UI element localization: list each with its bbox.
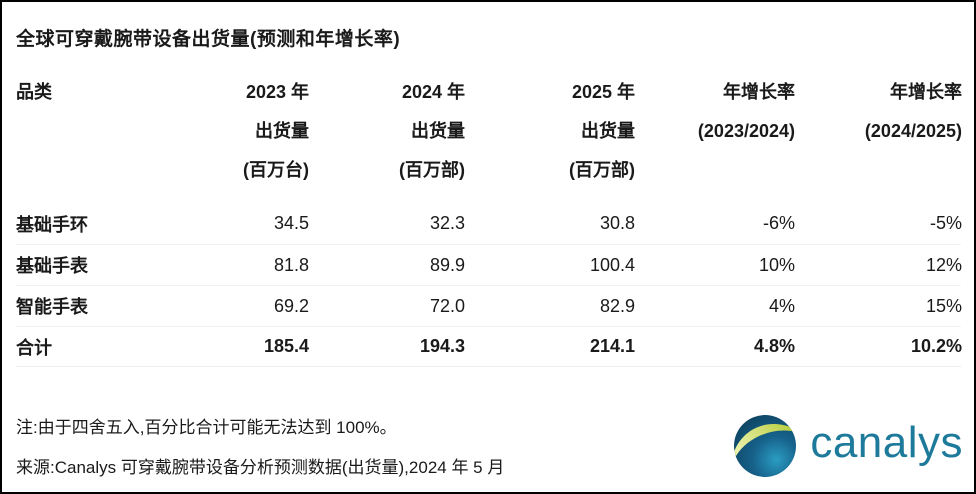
row-category: 智能手表 [16,297,88,317]
globe-swoosh [734,424,794,456]
cell-value: 69.2 [273,295,309,316]
table-header-row: 品类 2023 年 出货量 (百万台) 2024 年 出货量 (百万部) 202… [16,73,962,190]
canalys-logo: canalys [733,414,963,478]
cell-value: 30.8 [599,213,635,233]
cell-value: 15% [925,295,962,316]
header-2025-shipments: 2025 年 出货量 (百万部) [569,82,635,180]
footnote: 注:由于四舍五入,百分比合计可能无法达到 100%。 [16,418,397,437]
page-title: 全球可穿戴腕带设备出货量(预测和年增长率) [16,29,401,50]
header-growth-2024-2025: 年增长率 (2024/2025) [864,82,962,141]
cell-value: 32.3 [429,213,465,233]
cell-value: -6% [762,213,795,233]
total-value: 4.8% [753,336,795,356]
shipments-table: 品类 2023 年 出货量 (百万台) 2024 年 出货量 (百万部) 202… [16,73,962,367]
table-total-row: 合计 185.4 194.3 214.1 4.8% 10.2% [16,326,962,367]
table-row-basic-watch: 基础手表 81.8 89.9 100.4 10% 12% [16,244,962,285]
table-body: 基础手环 34.5 32.3 30.8 -6% -5% 基础手表 81.8 89… [16,203,962,367]
cell-value: 100.4 [589,254,635,275]
row-category: 基础手环 [16,214,88,235]
canalys-globe-icon [734,415,797,477]
total-value: 185.4 [263,336,309,356]
table-row-smart-watch: 智能手表 69.2 72.0 82.9 4% 15% [16,285,962,326]
header-category: 品类 [16,82,52,102]
total-value: 10.2% [910,336,962,356]
row-category: 基础手表 [16,256,88,276]
total-label: 合计 [16,337,52,358]
total-value: 214.1 [589,336,635,356]
cell-value: 4% [768,295,795,316]
cell-value: 72.0 [429,295,465,316]
cell-value: -5% [929,213,962,233]
table-row-basic-band: 基础手环 34.5 32.3 30.8 -6% -5% [16,203,962,244]
header-2023-shipments: 2023 年 出货量 (百万台) [243,82,309,180]
canalys-logo-text: canalys [810,418,963,467]
cell-value: 82.9 [599,295,635,316]
header-growth-2023-2024: 年增长率 (2023/2024) [697,82,795,141]
header-2024-shipments: 2024 年 出货量 (百万部) [399,82,465,180]
total-value: 194.3 [419,336,465,356]
cell-value: 12% [925,254,962,275]
cell-value: 34.5 [273,213,309,233]
cell-value: 89.9 [429,254,465,275]
cell-value: 10% [758,254,795,275]
cell-value: 81.8 [273,254,309,275]
source-line: 来源:Canalys 可穿戴腕带设备分析预测数据(出货量),2024 年 5 月 [16,458,505,477]
